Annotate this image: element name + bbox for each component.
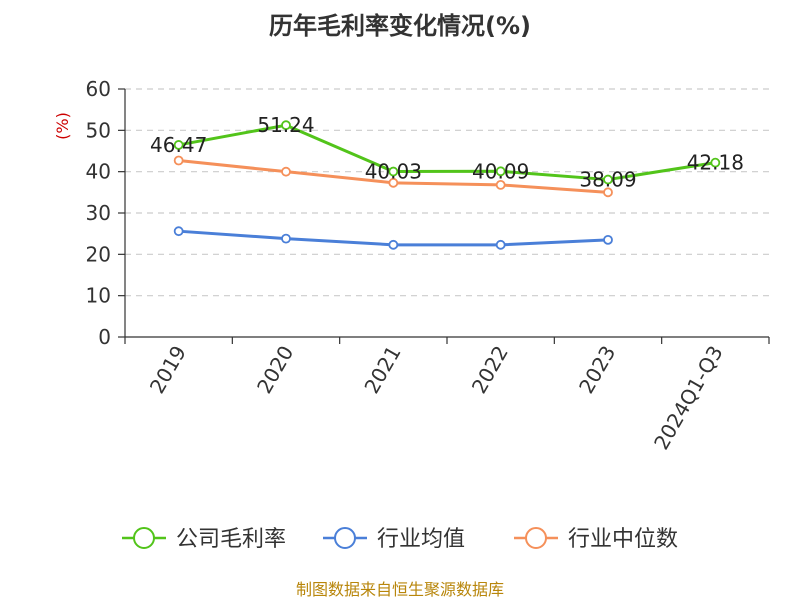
data-point: [388, 166, 399, 177]
data-point: [173, 140, 184, 150]
data-label: 38.09: [579, 168, 636, 192]
grid-lines: [125, 88, 769, 297]
x-tick-label: 2020: [252, 342, 298, 398]
legend-marker: [525, 527, 547, 549]
y-tick-label: 30: [86, 201, 111, 225]
chart-title: 历年毛利率变化情况(%): [269, 12, 531, 40]
x-tick-labels: 2019 2020 2021 2022 2023 2024Q1-Q3: [145, 341, 728, 453]
data-point: [710, 157, 721, 168]
legend-label: 行业中位数: [568, 527, 678, 552]
legend: 公司毛利率 行业均值 行业中位数: [122, 527, 678, 552]
data-point: [495, 239, 506, 250]
series-group: [173, 120, 721, 250]
data-label: 51.24: [257, 113, 314, 137]
legend-marker: [133, 527, 155, 549]
data-point: [495, 179, 506, 190]
data-label: 46.47: [150, 133, 207, 157]
axes: [118, 88, 770, 344]
y-tick-label: 50: [86, 118, 111, 142]
y-tick-label: 10: [86, 284, 111, 308]
y-tick-label: 60: [86, 77, 111, 101]
y-tick-labels: 0 10 20 30 40 50 60: [86, 77, 111, 349]
x-tick-label: 2019: [145, 342, 191, 398]
data-point: [388, 239, 399, 250]
legend-label: 行业均值: [377, 527, 465, 552]
x-tick-label: 2021: [359, 342, 405, 398]
data-point: [281, 120, 291, 131]
x-tick-label: 2022: [467, 341, 513, 397]
y-axis-label: (%): [53, 112, 72, 140]
data-label: 40.09: [472, 159, 529, 183]
y-tick-label: 20: [86, 242, 111, 266]
x-tick-label: 2023: [574, 342, 620, 398]
source-note: 制图数据来自恒生聚源数据库: [296, 580, 504, 599]
data-point: [495, 166, 506, 177]
y-tick-label: 0: [98, 325, 111, 349]
data-point: [173, 226, 184, 237]
data-point: [388, 177, 399, 188]
data-point: [281, 166, 291, 177]
series-line: [178, 123, 716, 182]
x-tick-label: 2024Q1-Q3: [649, 342, 728, 454]
data-point: [281, 233, 291, 244]
data-label: 42.18: [687, 151, 744, 175]
data-point: [173, 155, 184, 166]
y-tick-label: 40: [86, 160, 111, 184]
legend-label: 公司毛利率: [176, 527, 286, 552]
data-labels: 46.47 51.24 40.03 40.09 38.09 42.18: [150, 113, 744, 191]
legend-marker: [334, 527, 356, 549]
data-point: [603, 234, 613, 245]
data-point: [603, 174, 613, 185]
data-point: [603, 187, 613, 198]
data-label: 40.03: [365, 160, 422, 184]
